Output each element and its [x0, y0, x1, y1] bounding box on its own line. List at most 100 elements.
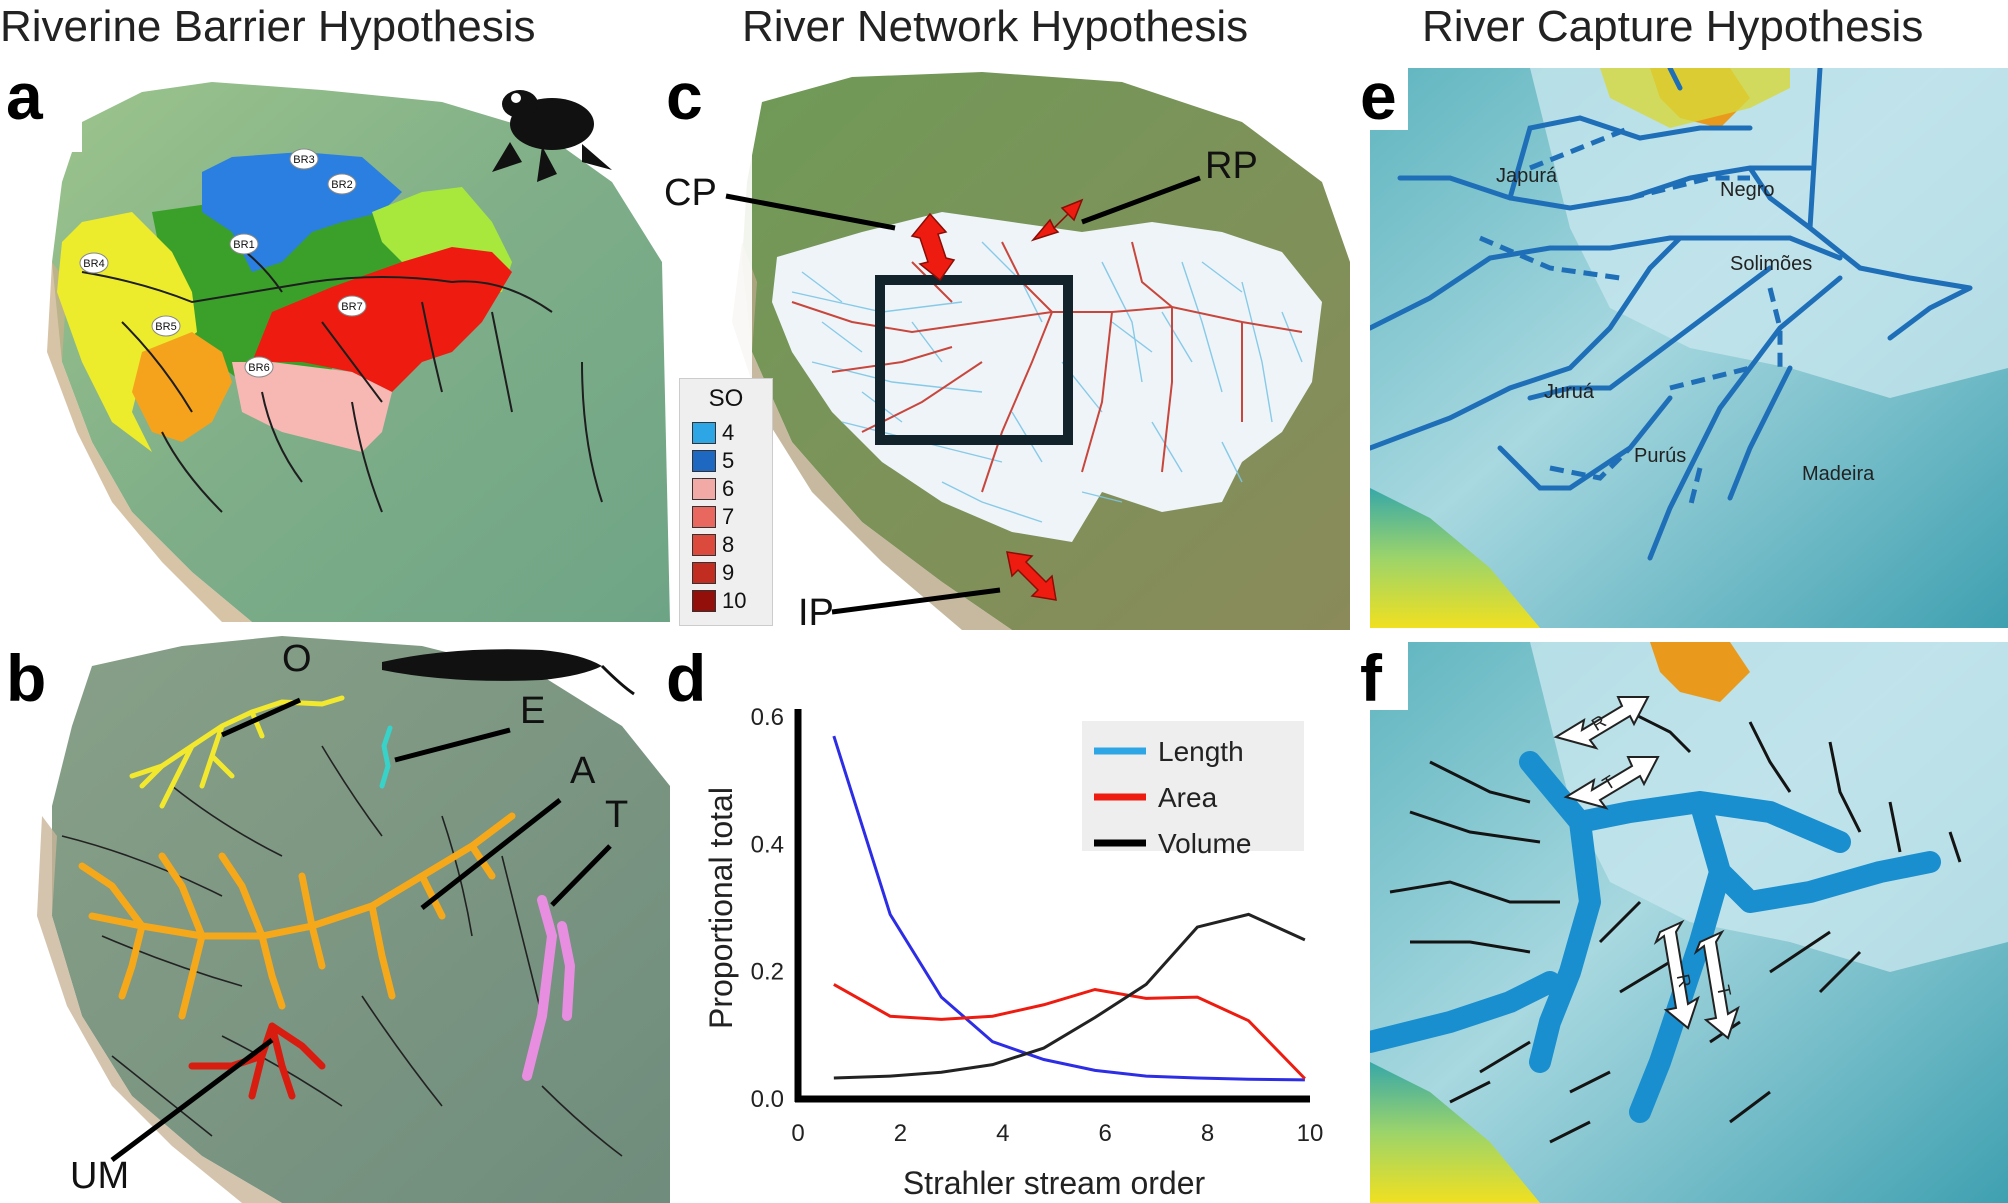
label-t: T: [605, 794, 629, 836]
panel-b-map: [22, 636, 670, 1203]
panel-f-rivers-outline: [1389, 710, 1962, 1144]
so-legend-title: SO: [708, 385, 744, 412]
chart-legend-box: [1082, 721, 1304, 851]
panel-e-rivers: [1370, 68, 1973, 561]
label-um: UM: [70, 1155, 130, 1197]
region-label-br3: BR3: [293, 154, 314, 166]
label-rp: RP: [1205, 145, 1258, 187]
panel-e-map: Japurá Negro Solimões Juruá Purús Madeir…: [1370, 68, 2008, 628]
river-label-jurua: Juruá: [1544, 381, 1595, 403]
so-legend-item-5: 5: [692, 448, 735, 473]
chart-y-tick: 0.4: [751, 831, 784, 858]
region-label-br4: BR4: [83, 258, 104, 270]
lowland-plain: [1530, 68, 2008, 398]
legend-label-volume: Volume: [1158, 828, 1251, 859]
so-legend-label: 10: [722, 588, 747, 613]
chart-x-tick: 8: [1201, 1120, 1214, 1147]
highland-orange-f: [1650, 642, 1750, 702]
fish-icon: [382, 649, 635, 696]
andes-relief-c: [732, 242, 1012, 630]
so-legend-swatch: [692, 506, 716, 528]
chart-x-tick: 6: [1099, 1120, 1112, 1147]
label-a: A: [570, 750, 596, 792]
panel-a-map: BR1 BR2 BR3 BR4 BR5 BR6 BR7: [22, 62, 670, 622]
chart-axes: 0 2 4 6 8 10 0.0 0.2 0.4 0.6: [751, 704, 1324, 1147]
chart-x-tick: 10: [1297, 1120, 1324, 1147]
panel-e-dashed: [1479, 125, 1783, 509]
chart-y-label: Proportional total: [703, 787, 739, 1029]
chart-legend: Length Area Volume: [1082, 721, 1304, 859]
label-e: E: [520, 690, 546, 732]
title-river-capture: River Capture Hypothesis: [1422, 2, 1924, 51]
series-line-area: [833, 983, 1306, 1080]
so-legend-swatch: [692, 478, 716, 500]
panel-e-svg: Japurá Negro Solimões Juruá Purús Madeir…: [1370, 68, 2008, 628]
so-legend-item-8: 8: [692, 532, 734, 557]
chart-lines: [832, 735, 1306, 1082]
amazon-basin: [772, 212, 1322, 542]
title-riverine-barrier: Riverine Barrier Hypothesis: [0, 2, 536, 51]
region-label-br7: BR7: [341, 301, 362, 313]
panel-d-chart: 0 2 4 6 8 10 0.0 0.2 0.4 0.6 Strahler stream orde…: [703, 704, 1324, 1201]
so-legend-swatch: [692, 590, 716, 612]
river-label-madeira: Madeira: [1802, 463, 1875, 485]
region-br6-shape: [232, 362, 392, 452]
legend-label-length: Length: [1158, 736, 1244, 767]
panel-label-f: f: [1360, 641, 1382, 715]
so-legend-item-9: 9: [692, 560, 735, 585]
label-o: O: [282, 638, 312, 680]
so-legend-swatch: [692, 562, 716, 584]
highland-yellow: [1370, 488, 1540, 628]
arrow-label-r-lower: R: [1673, 972, 1695, 989]
chart-x-label: Strahler stream order: [903, 1165, 1206, 1201]
chart-x-tick: 0: [791, 1120, 804, 1147]
so-legend-label: 5: [722, 448, 735, 473]
so-legend-item-10: 10: [692, 588, 747, 613]
river-e-shape: [379, 725, 393, 789]
chart-y-tick: 0.0: [751, 1086, 784, 1113]
so-legend-swatch: [692, 422, 716, 444]
river-label-negro: Negro: [1720, 179, 1774, 201]
ocean-corner: [22, 62, 82, 152]
so-legend-label: 4: [722, 420, 735, 445]
region-br5-shape: [132, 332, 232, 442]
river-label-solimoes: Solimões: [1730, 253, 1812, 275]
focus-rectangle: [875, 275, 1073, 445]
panel-a-rivers: [81, 241, 603, 513]
panel-label-a: a: [6, 59, 43, 133]
panel-f-letter-box: [1352, 642, 1408, 710]
chart-y-tick: 0.6: [751, 704, 784, 731]
series-line-volume: [833, 912, 1306, 1080]
chart-x-tick: 4: [996, 1120, 1009, 1147]
region-label-br1: BR1: [233, 239, 254, 251]
panel-a-svg: BR1 BR2 BR3 BR4 BR5 BR6 BR7: [22, 62, 670, 622]
so-legend-item-4: 4: [692, 420, 735, 445]
so-legend-item-7: 7: [692, 504, 735, 529]
region-label-br6: BR6: [248, 362, 269, 374]
series-line-length: [832, 735, 1305, 1082]
region-label-br2: BR2: [331, 179, 352, 191]
panel-f-map: R T R T: [1370, 642, 2008, 1203]
double-arrow-r-lower: [1653, 919, 1700, 1030]
arrow-label-t-lower: T: [1713, 983, 1735, 998]
panel-label-b: b: [6, 641, 47, 715]
so-legend-swatch: [692, 450, 716, 472]
panel-e-letter-box: [1352, 62, 1408, 130]
river-label-japura: Japurá: [1496, 165, 1558, 187]
river-t-shape: [522, 895, 576, 1081]
panel-label-c: c: [666, 59, 703, 133]
double-arrow-t-lower: [1693, 929, 1740, 1040]
label-ip: IP: [798, 592, 834, 634]
so-legend-label: 6: [722, 476, 735, 501]
chart-x-tick: 2: [894, 1120, 907, 1147]
legend-label-area: Area: [1158, 782, 1218, 813]
so-legend-label: 7: [722, 504, 735, 529]
so-legend-label: 9: [722, 560, 735, 585]
panel-f-rivers-fill: [1370, 751, 1941, 1123]
chart-y-tick: 0.2: [751, 959, 784, 986]
so-legend-swatch: [692, 534, 716, 556]
river-label-purus: Purús: [1634, 445, 1686, 467]
so-legend-item-6: 6: [692, 476, 735, 501]
region-label-br5: BR5: [155, 321, 176, 333]
region-br7-shape: [252, 247, 512, 392]
